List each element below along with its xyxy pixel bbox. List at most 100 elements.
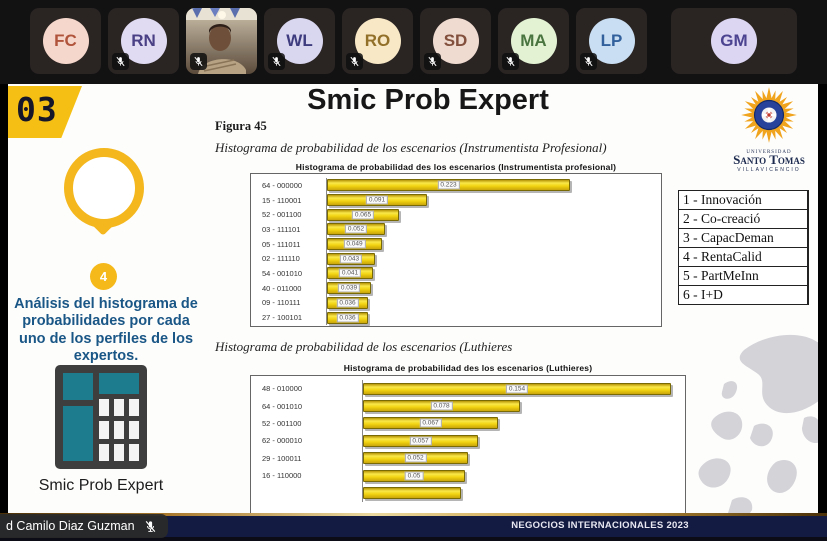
probability-bar: 0.049 xyxy=(327,238,382,251)
scenario-label: 27 - 100101 xyxy=(262,313,303,323)
legend-row: 2 - Co-creació xyxy=(679,210,807,229)
participant-tile[interactable]: RN xyxy=(108,8,179,74)
participant-strip: FC RN WL RO SD MA LP GM xyxy=(0,0,827,84)
probability-value: 0.052 xyxy=(404,453,427,463)
globe-watermark xyxy=(698,334,818,513)
legend-row: 3 - CapacDeman xyxy=(679,229,807,248)
probability-value: 0.067 xyxy=(419,418,442,428)
probability-bar: 0.041 xyxy=(327,267,373,280)
smic-calculator-icon xyxy=(55,365,147,469)
chart2-title: Histograma de probabilidad des los escen… xyxy=(343,363,593,373)
bottom-strip xyxy=(0,537,827,541)
legend-row: 4 - RentaCalid xyxy=(679,248,807,267)
chart2-histogram: 48 - 010000 0.154 64 - 001010 0.078 52 - 001… xyxy=(250,375,686,513)
participant-tile[interactable]: MA xyxy=(498,8,569,74)
probability-bar: 0.078 xyxy=(363,400,520,413)
chart-row: 15 - 110001 0.091 xyxy=(251,192,661,208)
chart1-title: Histograma de probabilidad des los escen… xyxy=(295,162,617,172)
gold-divider xyxy=(0,513,827,516)
probability-value: 0.057 xyxy=(409,436,432,446)
logo-line-santotomas: Santo Tomas xyxy=(733,152,805,167)
scenario-label: 03 - 111101 xyxy=(262,224,301,234)
chart-row: 62 - 000010 0.057 xyxy=(251,432,685,450)
legend-row: 6 - I+D xyxy=(683,287,723,302)
scenario-label: 02 - 111110 xyxy=(262,254,300,264)
probability-value: 0.036 xyxy=(336,313,359,323)
chart-row: 52 - 001100 0.067 xyxy=(251,414,685,433)
step-number-badge: 4 xyxy=(90,263,117,290)
chart-row: 02 - 111110 0.043 xyxy=(251,251,661,267)
footer-text: NEGOCIOS INTERNACIONALES 2023 xyxy=(511,520,689,531)
probability-bar-partial xyxy=(363,487,461,500)
scenario-label: 40 - 011000 xyxy=(262,283,302,293)
probability-bar: 0.154 xyxy=(363,382,671,395)
figure-label: Figura 45 xyxy=(215,119,267,133)
scenario-label: 62 - 000010 xyxy=(262,436,303,446)
participant-tile[interactable]: WL xyxy=(264,8,335,74)
probability-bar: 0.039 xyxy=(327,282,371,295)
probability-value: 0.154 xyxy=(505,384,529,394)
participant-tile[interactable]: SD xyxy=(420,8,491,74)
slide-title: Smic Prob Expert xyxy=(307,84,549,116)
chart-row: 54 - 001010 0.041 xyxy=(251,266,661,281)
chart-row: 03 - 111101 0.052 xyxy=(251,222,661,237)
smic-icon-keypad xyxy=(99,399,139,461)
shared-slide: 03 Smic Prob Expert xyxy=(8,84,818,513)
logo-line-universidad: UNIVERSIDAD xyxy=(746,150,792,155)
probability-bar: 0.043 xyxy=(327,252,375,265)
participant-tile-video[interactable] xyxy=(186,8,257,74)
chart-row-cutoff xyxy=(251,484,685,502)
university-logo: UNIVERSIDAD Santo Tomas VILLAVICENCIO xyxy=(724,86,814,173)
probability-value: 0.039 xyxy=(337,283,361,293)
mic-muted-icon xyxy=(190,53,207,70)
figure-caption-2: Histograma de probabilidad de los escena… xyxy=(215,339,513,354)
smic-icon-left-column xyxy=(63,406,93,461)
mic-muted-icon xyxy=(268,53,285,70)
section-number: 03 xyxy=(16,90,58,129)
avatar: GM xyxy=(711,18,757,64)
scenario-label: 48 - 010000 xyxy=(262,384,303,394)
participant-tile[interactable]: FC xyxy=(30,8,101,74)
chart-row: 05 - 111011 0.049 xyxy=(251,236,661,252)
probability-bar: 0.052 xyxy=(327,223,385,236)
scenario-label: 52 - 001100 xyxy=(262,210,302,220)
presenter-name-tag: d Camilo Diaz Guzman xyxy=(0,514,168,538)
scenario-label: 29 - 100011 xyxy=(262,453,302,463)
scenario-label: 54 - 001010 xyxy=(262,268,303,278)
scenario-label: 52 - 001100 xyxy=(262,418,302,428)
sun-emblem-icon xyxy=(741,87,797,143)
mic-muted-icon xyxy=(346,53,363,70)
mic-muted-icon xyxy=(502,53,519,70)
legend-row: 1 - Innovación xyxy=(679,191,807,210)
chart-row: 64 - 000000 0.223 xyxy=(251,178,661,193)
smic-icon-top-bar xyxy=(99,373,139,394)
chart-row: 52 - 001100 0.065 xyxy=(251,207,661,223)
smic-tool-label: Smic Prob Expert xyxy=(38,477,164,494)
participant-tile[interactable]: LP xyxy=(576,8,647,74)
chart-row: 64 - 001010 0.078 xyxy=(251,397,685,415)
chart-row: 29 - 100011 0.052 xyxy=(251,449,685,467)
chart1-histogram: 64 - 000000 0.223 15 - 110001 0.091 52 - 001… xyxy=(250,173,662,327)
probability-value: 0.052 xyxy=(344,224,368,234)
probability-value: 0.05 xyxy=(404,471,424,481)
scenario-label: 64 - 001010 xyxy=(262,401,303,411)
probability-value: 0.049 xyxy=(343,239,366,249)
mic-muted-icon xyxy=(424,53,441,70)
probability-value: 0.036 xyxy=(336,298,359,308)
probability-bar: 0.036 xyxy=(327,311,368,324)
probability-bar: 0.036 xyxy=(327,296,368,309)
probability-value: 0.065 xyxy=(351,210,375,220)
slide-left-border xyxy=(0,84,8,513)
participant-tile[interactable]: RO xyxy=(342,8,413,74)
probability-value: 0.078 xyxy=(430,401,453,411)
logo-line-villavicencio: VILLAVICENCIO xyxy=(737,167,801,173)
smic-icon-top-left-square xyxy=(63,373,93,400)
avatar: FC xyxy=(42,18,89,64)
probability-bar: 0.091 xyxy=(327,194,427,207)
probability-bar: 0.057 xyxy=(363,434,478,447)
scenario-label: 05 - 111011 xyxy=(262,239,301,249)
slide-right-border xyxy=(818,84,827,513)
participant-tile[interactable]: GM xyxy=(671,8,797,74)
mic-muted-icon xyxy=(112,53,129,70)
